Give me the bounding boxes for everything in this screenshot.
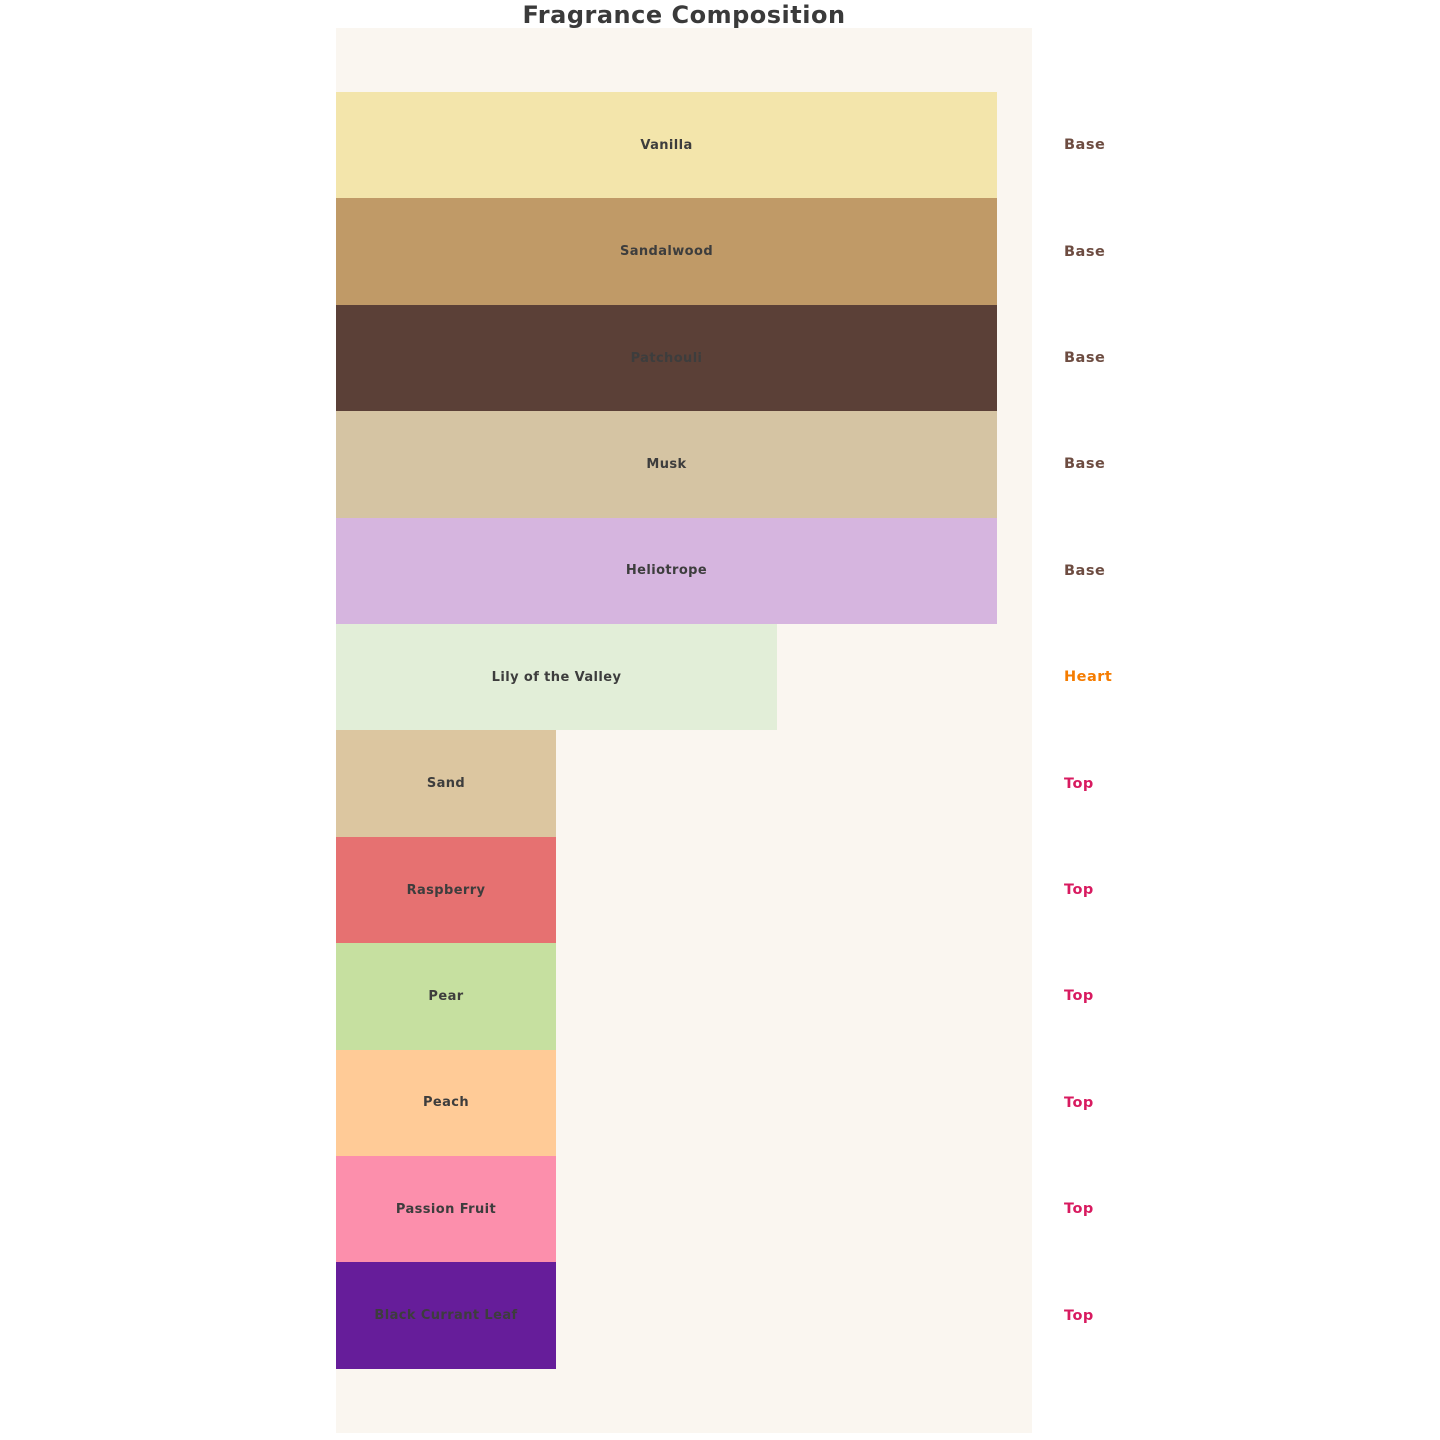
note-label: Peach	[422, 1095, 470, 1111]
note-bar: Patchouli	[336, 304, 997, 412]
note-label: Sand	[426, 776, 466, 792]
note-type-label: Top	[1064, 1201, 1094, 1218]
note-label: Pear	[428, 988, 464, 1004]
note-bar: Black Currant Leaf	[336, 1262, 556, 1369]
chart-title: Fragrance Composition	[522, 1, 846, 29]
note-bar: Heliotrope	[336, 517, 997, 625]
note-bar: Lily of the Valley	[336, 624, 777, 731]
note-bar: Vanilla	[336, 92, 997, 199]
note-type-label: Base	[1064, 562, 1106, 579]
note-row: Patchouli Base	[336, 304, 1200, 412]
note-row: Sandalwood Base	[336, 198, 1200, 305]
note-row: Passion Fruit Top	[336, 1156, 1200, 1263]
note-type-label: Top	[1064, 882, 1094, 899]
note-row: Heliotrope Base	[336, 517, 1200, 625]
note-bar: Sandalwood	[336, 198, 997, 305]
note-label: Lily of the Valley	[491, 669, 622, 685]
note-label: Black Currant Leaf	[374, 1308, 518, 1324]
note-type-label: Heart	[1064, 669, 1113, 686]
note-bar: Raspberry	[336, 836, 556, 944]
chart-rows: Vanilla Base Sandalwood Base Patchouli B…	[336, 92, 1200, 1369]
note-label: Musk	[646, 456, 687, 472]
note-row: Peach Top	[336, 1049, 1200, 1157]
note-type-label: Base	[1064, 243, 1106, 260]
note-row: Black Currant Leaf Top	[336, 1262, 1200, 1369]
note-row: Pear Top	[336, 943, 1200, 1050]
note-label: Heliotrope	[625, 563, 708, 579]
note-bar: Musk	[336, 411, 997, 518]
note-label: Raspberry	[406, 882, 486, 898]
note-label: Passion Fruit	[395, 1201, 497, 1217]
note-type-label: Base	[1064, 350, 1106, 367]
note-type-label: Top	[1064, 988, 1094, 1005]
note-type-label: Base	[1064, 137, 1106, 154]
note-bar: Pear	[336, 943, 556, 1050]
note-row: Raspberry Top	[336, 836, 1200, 944]
note-row: Vanilla Base	[336, 92, 1200, 199]
note-type-label: Top	[1064, 1307, 1094, 1324]
note-label: Vanilla	[640, 137, 693, 153]
note-label: Sandalwood	[619, 244, 714, 260]
note-row: Lily of the Valley Heart	[336, 624, 1200, 731]
note-bar: Passion Fruit	[336, 1156, 556, 1263]
note-row: Sand Top	[336, 730, 1200, 837]
note-row: Musk Base	[336, 411, 1200, 518]
note-bar: Sand	[336, 730, 556, 837]
note-bar: Peach	[336, 1049, 556, 1157]
note-label: Patchouli	[630, 350, 703, 366]
note-type-label: Base	[1064, 456, 1106, 473]
note-type-label: Top	[1064, 775, 1094, 792]
note-type-label: Top	[1064, 1094, 1094, 1111]
